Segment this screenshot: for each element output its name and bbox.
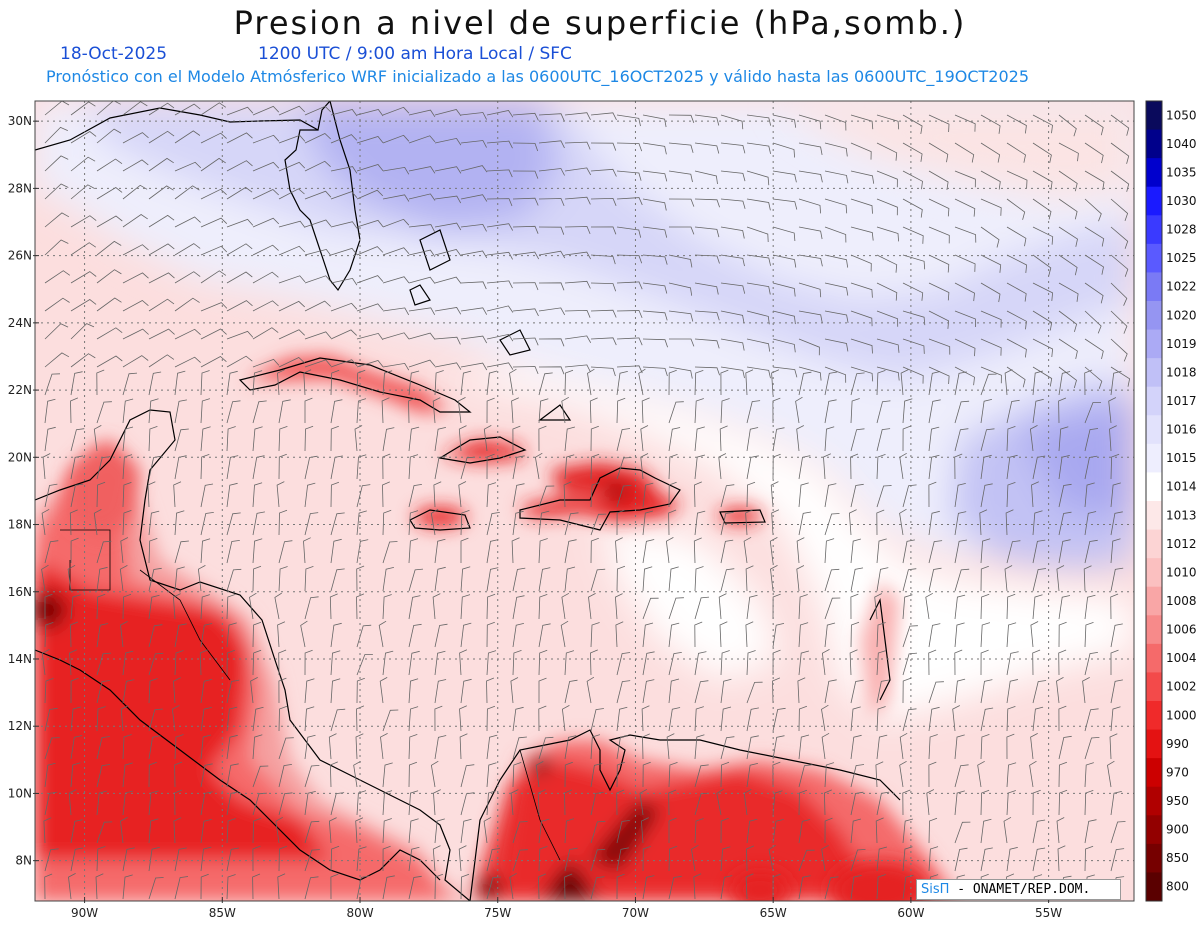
lat-label: 24N [8, 316, 32, 330]
lat-label: 10N [8, 786, 32, 800]
valid-time: 1200 UTC / 9:00 am Hora Local / SFC [258, 44, 572, 64]
colorbar-swatch [1146, 786, 1162, 816]
credit-box: SisΠ - ONAMET/REP.DOM. [916, 879, 1121, 900]
colorbar-label: 1018 [1166, 365, 1197, 379]
lat-label: 16N [8, 585, 32, 599]
colorbar-label: 1014 [1166, 480, 1197, 494]
colorbar-swatch [1146, 843, 1162, 873]
credit-text: - ONAMET/REP.DOM. [949, 882, 1091, 897]
lat-label: 18N [8, 518, 32, 532]
colorbar-label: 1040 [1166, 137, 1197, 151]
colorbar-swatch [1146, 672, 1162, 702]
colorbar-swatch [1146, 386, 1162, 416]
lat-label: 28N [8, 181, 32, 195]
lat-label: 20N [8, 450, 32, 464]
wind-barbs [41, 101, 1131, 900]
lon-label: 75W [484, 906, 511, 920]
lat-label: 22N [8, 383, 32, 397]
lon-label: 65W [760, 906, 787, 920]
colorbar-label: 1020 [1166, 308, 1197, 322]
colorbar-label: 1035 [1166, 165, 1197, 179]
lat-label: 30N [8, 114, 32, 128]
colorbar-label: 1022 [1166, 280, 1197, 294]
colorbar-swatch [1146, 272, 1162, 302]
colorbar-swatch [1146, 186, 1162, 216]
colorbar-swatch [1146, 443, 1162, 473]
lon-label: 70W [622, 906, 649, 920]
colorbar-label: 1016 [1166, 423, 1197, 437]
colorbar-label: 1030 [1166, 194, 1197, 208]
colorbar-swatch [1146, 301, 1162, 331]
colorbar-swatch [1146, 729, 1162, 759]
coastlines [35, 101, 901, 901]
colorbar-label: 1050 [1166, 108, 1197, 122]
colorbar-swatch [1146, 158, 1162, 188]
colorbar-swatch [1146, 758, 1162, 788]
colorbar-label: 800 [1166, 880, 1189, 894]
colorbar-swatch [1146, 586, 1162, 616]
colorbar-label: 1000 [1166, 708, 1197, 722]
lon-label: 90W [71, 906, 98, 920]
colorbar-swatch [1146, 415, 1162, 445]
colorbar-swatch [1146, 872, 1162, 902]
high-pressure-region [35, 101, 1134, 570]
colorbar-swatch [1146, 643, 1162, 673]
colorbar-label: 1012 [1166, 537, 1197, 551]
colorbar-swatch [1146, 529, 1162, 559]
map-title: Presion a nivel de superficie (hPa,somb.… [233, 4, 967, 42]
colorbar-label: 1019 [1166, 337, 1197, 351]
colorbar-swatch [1146, 558, 1162, 588]
neutral-pressure-zone [440, 101, 1134, 720]
lat-label: 8N [15, 854, 32, 868]
colorbar-swatch [1146, 215, 1162, 245]
colorbar-swatch [1146, 101, 1162, 131]
colorbar-swatch [1146, 472, 1162, 502]
colorbar-swatch [1146, 243, 1162, 273]
colorbar-label: 1015 [1166, 451, 1197, 465]
axis-labels: 30N 28N 26N 24N 22N 20N 18N 16N 14N 12N 10N 8N 90W 85… [8, 114, 1063, 920]
lon-label: 60W [897, 906, 924, 920]
colorbar-label: 1010 [1166, 565, 1197, 579]
credit-brand: SisΠ [921, 882, 950, 897]
colorbar-label: 970 [1166, 765, 1189, 779]
colorbar-label: 1008 [1166, 594, 1197, 608]
colorbar-label: 1006 [1166, 623, 1197, 637]
colorbar-label: 1002 [1166, 680, 1197, 694]
lon-label: 80W [346, 906, 373, 920]
colorbar-label: 850 [1166, 851, 1189, 865]
colorbar-swatch [1146, 615, 1162, 645]
colorbar-swatch [1146, 358, 1162, 388]
colorbar-label: 1013 [1166, 508, 1197, 522]
model-info-line: Pronóstico con el Modelo Atmósferico WRF… [46, 67, 1030, 86]
colorbar: 1050 1040 1035 1030 1028 1025 1022 1020 1019 1018… [1145, 100, 1197, 902]
lon-label: 85W [209, 906, 236, 920]
lat-label: 14N [8, 652, 32, 666]
lat-label: 12N [8, 719, 32, 733]
colorbar-swatch [1146, 129, 1162, 159]
plot-frame [34, 100, 1135, 902]
colorbar-label: 1028 [1166, 223, 1197, 237]
colorbar-swatch [1146, 329, 1162, 359]
moderate-low-regions [70, 440, 930, 901]
lon-label: 55W [1035, 906, 1062, 920]
colorbar-label: 1025 [1166, 251, 1197, 265]
lat-label: 26N [8, 249, 32, 263]
map-plot-area [35, 101, 1134, 901]
forecast-date: 18-Oct-2025 [60, 44, 168, 64]
colorbar-label: 950 [1166, 794, 1189, 808]
colorbar-label: 990 [1166, 737, 1189, 751]
borders [60, 529, 561, 861]
colorbar-swatch [1146, 815, 1162, 845]
colorbar-swatch [1146, 701, 1162, 731]
lat-lon-grid [35, 101, 1134, 901]
colorbar-label: 900 [1166, 823, 1189, 837]
colorbar-label: 1017 [1166, 394, 1197, 408]
colorbar-swatch [1146, 501, 1162, 531]
colorbar-label: 1004 [1166, 651, 1197, 665]
